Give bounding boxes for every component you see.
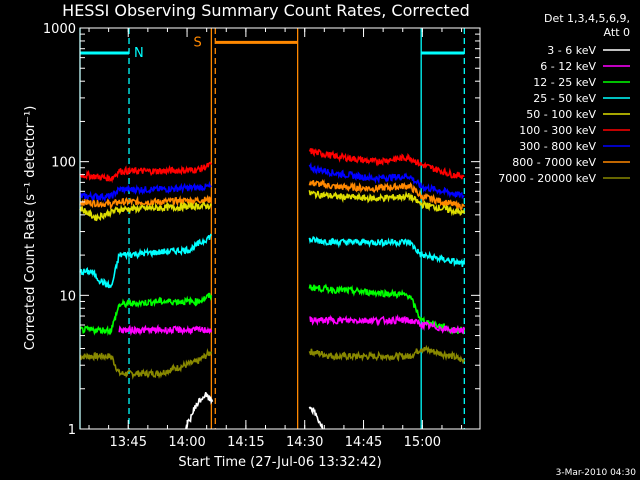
- x-tick-label: 14:45: [345, 435, 382, 450]
- series-25-50-kevline: [79, 233, 213, 289]
- series-3-6-kevline: [308, 406, 324, 430]
- y-axis: 1 10 100 1000: [43, 22, 480, 438]
- series-7000-20000-kevline: [79, 347, 213, 380]
- flag-label-n: N: [134, 46, 144, 61]
- legend-label: 12 - 25 keV: [533, 76, 596, 89]
- legend-label: 6 - 12 keV: [540, 60, 596, 73]
- legend-label: 50 - 100 keV: [526, 108, 596, 121]
- legend-label: 800 - 7000 keV: [512, 156, 596, 169]
- legend-header-line2: Att 0: [604, 26, 630, 39]
- legend-label: 7000 - 20000 keV: [498, 172, 596, 185]
- legend-label: 3 - 6 keV: [547, 44, 596, 57]
- x-tick-label: 15:00: [404, 435, 441, 450]
- x-tick-label: 14:00: [168, 435, 205, 450]
- x-axis-label: Start Time (27-Jul-06 13:32:42): [178, 455, 381, 470]
- x-tick-label: 14:15: [227, 435, 264, 450]
- series-50-100-kevline: [308, 190, 466, 217]
- plot-frame: [79, 27, 481, 430]
- legend-label: 300 - 800 keV: [519, 140, 596, 153]
- series-50-100-kevline: [79, 201, 213, 222]
- y-tick-label: 100: [51, 156, 76, 171]
- series-800-7000-kevline: [308, 178, 466, 211]
- x-tick-label: 13:45: [110, 435, 147, 450]
- series-layer: [79, 147, 466, 430]
- series-300-800-kevline: [308, 161, 465, 200]
- x-tick-label: 14:30: [286, 435, 323, 450]
- series-12-25-kevline: [79, 292, 213, 337]
- series-6-12-kevline: [118, 323, 213, 337]
- legend-label: 100 - 300 keV: [519, 124, 596, 137]
- x-axis: 13:45 14:00 14:15 14:30 14:45 15:00: [88, 28, 463, 450]
- series-6-12-kevline: [309, 313, 466, 335]
- series-800-7000-kevline: [79, 194, 213, 210]
- y-axis-label: Corrected Count Rate (s⁻¹ detector⁻¹): [23, 106, 38, 351]
- legend-label: 25 - 50 keV: [533, 92, 596, 105]
- series-12-25-kevline: [308, 283, 466, 335]
- footer-timestamp: 3-Mar-2010 04:30: [556, 468, 637, 478]
- legend-header-line1: Det 1,3,4,5,6,9,: [544, 12, 630, 25]
- flag-bars: NS: [79, 28, 465, 429]
- series-100-300-kevline: [79, 161, 213, 184]
- legend: Det 1,3,4,5,6,9, Att 0 3 - 6 keV 6 - 12 k…: [498, 12, 630, 185]
- y-tick-label: 1000: [43, 22, 76, 37]
- series-100-300-kevline: [308, 147, 465, 180]
- series-3-6-kevline: [185, 392, 214, 430]
- y-tick-label: 10: [59, 289, 76, 304]
- flag-label-s: S: [194, 35, 202, 50]
- series-300-800-kevline: [79, 180, 212, 203]
- chart-title: HESSI Observing Summary Count Rates, Cor…: [62, 1, 470, 20]
- y-tick-label: 1: [68, 423, 76, 438]
- series-25-50-kevline: [308, 236, 466, 267]
- series-7000-20000-kevline: [308, 344, 466, 365]
